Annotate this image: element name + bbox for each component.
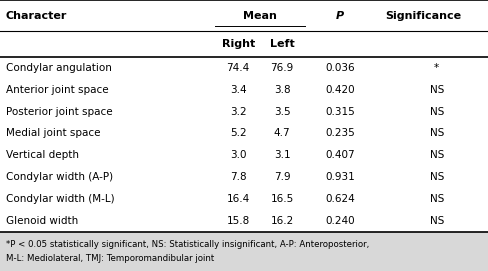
Text: 7.9: 7.9 bbox=[274, 172, 290, 182]
Text: *P < 0.05 statistically significant, NS: Statistically insignificant, A-P: Anter: *P < 0.05 statistically significant, NS:… bbox=[6, 240, 369, 249]
Text: 3.0: 3.0 bbox=[230, 150, 246, 160]
Text: 74.4: 74.4 bbox=[226, 63, 250, 73]
Text: Significance: Significance bbox=[386, 11, 462, 21]
Text: 0.931: 0.931 bbox=[325, 172, 355, 182]
Text: 15.8: 15.8 bbox=[226, 216, 250, 226]
Text: 0.407: 0.407 bbox=[325, 150, 355, 160]
Text: NS: NS bbox=[429, 150, 444, 160]
Text: 3.8: 3.8 bbox=[274, 85, 290, 95]
Text: Left: Left bbox=[270, 39, 294, 49]
Text: Posterior joint space: Posterior joint space bbox=[6, 107, 112, 117]
Text: Condylar angulation: Condylar angulation bbox=[6, 63, 112, 73]
Text: 0.036: 0.036 bbox=[325, 63, 355, 73]
Text: 0.240: 0.240 bbox=[325, 216, 355, 226]
Text: 3.5: 3.5 bbox=[274, 107, 290, 117]
Text: Condylar width (A-P): Condylar width (A-P) bbox=[6, 172, 113, 182]
Text: 0.235: 0.235 bbox=[325, 128, 355, 138]
Text: NS: NS bbox=[429, 107, 444, 117]
Text: Vertical depth: Vertical depth bbox=[6, 150, 79, 160]
Text: NS: NS bbox=[429, 128, 444, 138]
Text: Glenoid width: Glenoid width bbox=[6, 216, 78, 226]
Text: M-L: Mediolateral, TMJ: Temporomandibular joint: M-L: Mediolateral, TMJ: Temporomandibula… bbox=[6, 254, 214, 263]
Text: 16.4: 16.4 bbox=[226, 194, 250, 204]
Text: NS: NS bbox=[429, 194, 444, 204]
Text: NS: NS bbox=[429, 216, 444, 226]
Text: 16.5: 16.5 bbox=[270, 194, 294, 204]
Text: Mean: Mean bbox=[243, 11, 277, 21]
Text: NS: NS bbox=[429, 85, 444, 95]
Text: 0.420: 0.420 bbox=[325, 85, 355, 95]
Text: P: P bbox=[336, 11, 344, 21]
Text: 0.315: 0.315 bbox=[325, 107, 355, 117]
Text: 16.2: 16.2 bbox=[270, 216, 294, 226]
Text: Condylar width (M-L): Condylar width (M-L) bbox=[6, 194, 115, 204]
Text: Character: Character bbox=[6, 11, 67, 21]
Text: NS: NS bbox=[429, 172, 444, 182]
Text: Anterior joint space: Anterior joint space bbox=[6, 85, 108, 95]
Text: 76.9: 76.9 bbox=[270, 63, 294, 73]
Text: 3.2: 3.2 bbox=[230, 107, 246, 117]
Text: 0.624: 0.624 bbox=[325, 194, 355, 204]
Text: 3.4: 3.4 bbox=[230, 85, 246, 95]
Text: 5.2: 5.2 bbox=[230, 128, 246, 138]
Text: 7.8: 7.8 bbox=[230, 172, 246, 182]
Text: 3.1: 3.1 bbox=[274, 150, 290, 160]
Text: 4.7: 4.7 bbox=[274, 128, 290, 138]
Bar bbox=[0, 232, 488, 271]
Text: Right: Right bbox=[222, 39, 255, 49]
Text: Medial joint space: Medial joint space bbox=[6, 128, 101, 138]
Text: *: * bbox=[434, 63, 439, 73]
